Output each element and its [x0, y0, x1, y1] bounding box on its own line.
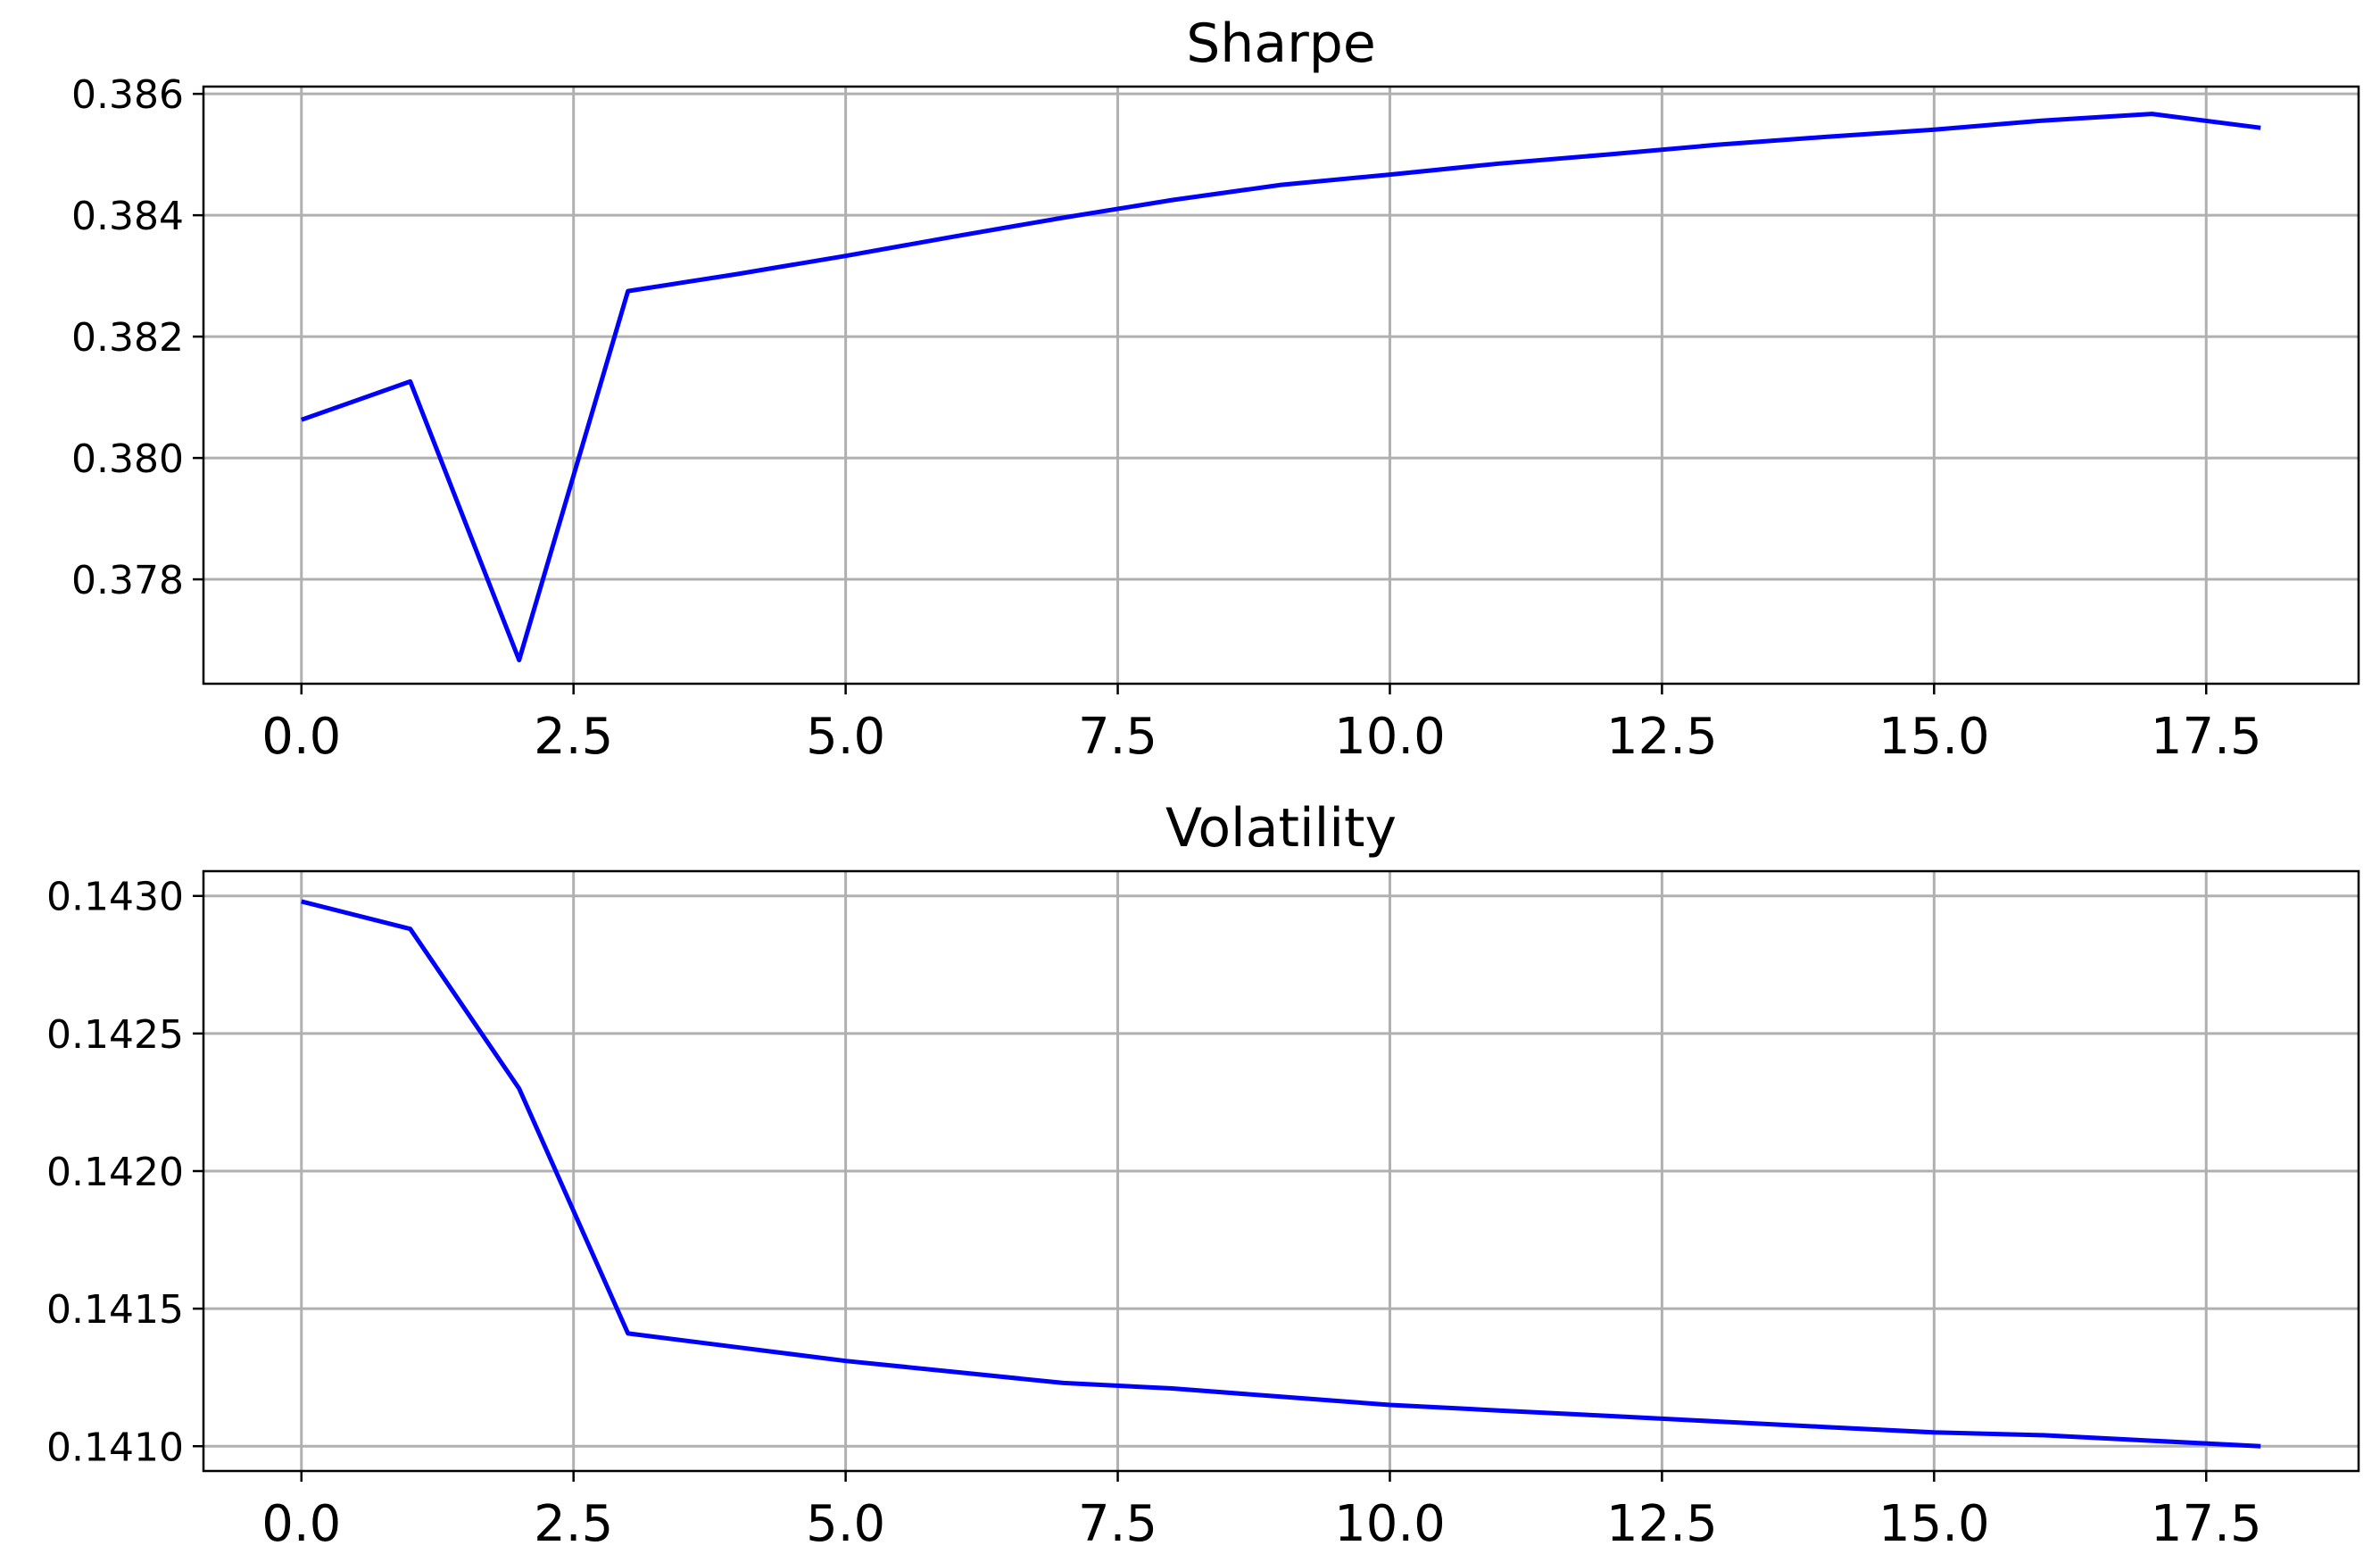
volatility-y-tick-label: 0.1425	[46, 1012, 184, 1058]
sharpe-chart-title: Sharpe	[1186, 12, 1376, 75]
volatility-tick-labels: 0.0 2.5 5.0 7.5 10.0 12.5 15.0 17.5 0.1410 0.1415…	[46, 875, 2262, 1553]
sharpe-series	[300, 112, 2261, 662]
sharpe-grid	[203, 87, 2359, 684]
sharpe-tick-labels: 0.0 2.5 5.0 7.5 10.0 12.5 15.0 17.5 0.378 0.380 0.…	[71, 72, 2262, 766]
volatility-x-tick-label: 7.5	[1078, 1495, 1157, 1553]
sharpe-chart: Sharpe 0.0 2.5 5.0 7.5 10.0 12.5 15.0 17.5 0.378…	[71, 12, 2360, 766]
volatility-x-tick-label: 2.5	[534, 1495, 613, 1553]
sharpe-x-tick-label: 12.5	[1606, 708, 1718, 766]
volatility-y-tick-label: 0.1410	[46, 1425, 184, 1470]
sharpe-series-line	[300, 112, 2261, 662]
volatility-x-tick-label: 12.5	[1606, 1495, 1718, 1553]
sharpe-x-tick-label: 0.0	[261, 708, 341, 766]
sharpe-x-tick-label: 7.5	[1078, 708, 1157, 766]
volatility-chart-title: Volatility	[1165, 797, 1397, 860]
volatility-ticks	[193, 894, 2208, 1482]
volatility-series	[301, 899, 2261, 1449]
volatility-x-tick-label: 17.5	[2151, 1495, 2262, 1553]
sharpe-y-tick-label: 0.380	[71, 436, 184, 482]
sharpe-y-tick-label: 0.378	[71, 558, 184, 603]
sharpe-x-tick-label: 17.5	[2151, 708, 2262, 766]
volatility-y-tick-label: 0.1420	[46, 1150, 184, 1195]
sharpe-axes-frame	[202, 85, 2360, 686]
volatility-x-tick-label: 15.0	[1878, 1495, 1990, 1553]
sharpe-x-tick-label: 2.5	[534, 708, 613, 766]
volatility-y-tick-label: 0.1415	[46, 1287, 184, 1333]
volatility-series-line	[301, 899, 2261, 1449]
sharpe-x-tick-label: 5.0	[806, 708, 885, 766]
volatility-x-tick-label: 5.0	[806, 1495, 885, 1553]
volatility-chart: Volatility 0.0 2.5 5.0 7.5 10.0 12.5 15.0 17.50…	[46, 797, 2360, 1553]
sharpe-x-tick-label: 10.0	[1334, 708, 1446, 766]
volatility-x-tick-label: 0.0	[261, 1495, 341, 1553]
sharpe-y-tick-label: 0.382	[71, 315, 184, 361]
sharpe-x-tick-label: 15.0	[1878, 708, 1990, 766]
volatility-x-tick-label: 10.0	[1334, 1495, 1446, 1553]
volatility-axes-frame	[202, 869, 2360, 1473]
sharpe-ticks	[193, 92, 2208, 694]
volatility-y-tick-label: 0.1430	[46, 875, 184, 920]
volatility-grid	[203, 871, 2359, 1471]
sharpe-y-tick-label: 0.384	[71, 194, 184, 239]
sharpe-y-tick-label: 0.386	[71, 72, 184, 118]
